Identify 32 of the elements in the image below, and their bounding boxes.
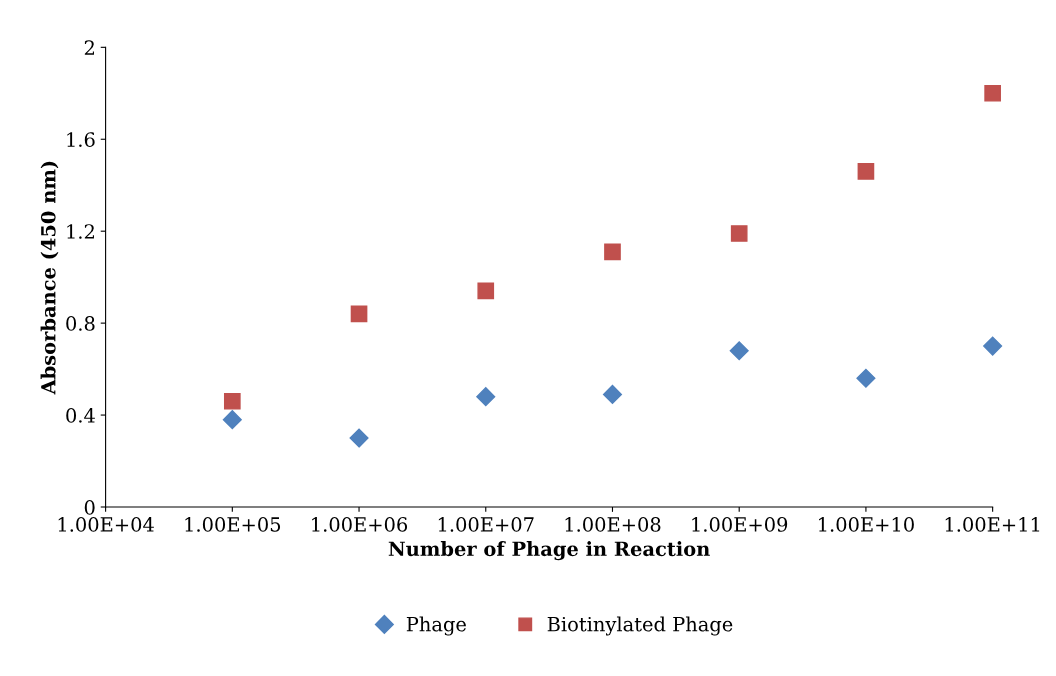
point	[730, 225, 748, 242]
point	[349, 428, 369, 448]
x-tick-label: 1.00E+08	[565, 517, 661, 532]
point	[350, 305, 368, 323]
legend-label: Phage	[406, 616, 466, 636]
y-tick-label: 1.2	[67, 224, 94, 239]
x-tick-label: 1.00E+10	[819, 517, 914, 532]
point	[856, 368, 876, 388]
y-tick-label: 0.8	[66, 316, 95, 331]
point	[223, 392, 241, 410]
x-tick-label: 1.00E+07	[438, 517, 534, 532]
y-axis-title: Absorbance (450 nm)	[40, 161, 59, 395]
legend-label: Biotinylated Phage	[547, 616, 733, 636]
y-tick-label: 1.6	[67, 132, 95, 147]
x-tick-label: 1.00E+05	[185, 517, 281, 532]
point	[222, 410, 242, 430]
y-tick-label: 2	[84, 40, 94, 55]
y-tick-label: 0	[84, 499, 95, 515]
point	[477, 282, 495, 300]
y-tick-label: 0.4	[66, 408, 95, 423]
x-tick-label: 1.00E+06	[312, 517, 408, 532]
x-tick-label: 1.00E+04	[58, 517, 154, 532]
point	[604, 243, 621, 261]
point	[984, 84, 1001, 102]
point	[602, 384, 623, 404]
point	[476, 387, 496, 407]
point	[983, 336, 1003, 356]
x-tick-label: 1.00E+11	[945, 517, 1040, 532]
x-tick-label: 1.00E+09	[692, 517, 788, 532]
x-axis-title: Number of Phage in Reaction	[388, 541, 710, 561]
point	[857, 163, 875, 180]
point	[729, 341, 749, 361]
